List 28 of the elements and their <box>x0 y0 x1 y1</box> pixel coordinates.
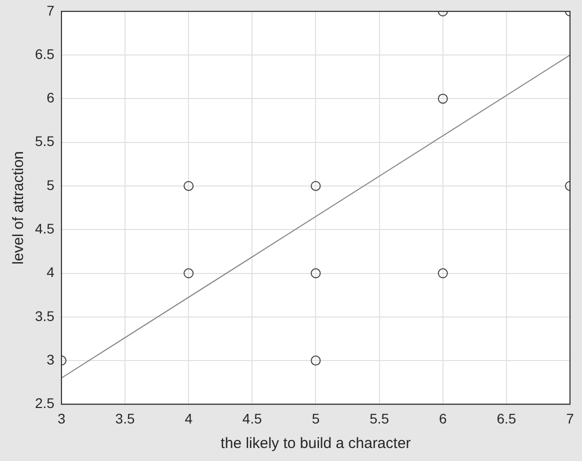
x-tick-label: 5.5 <box>370 410 390 426</box>
point <box>310 356 321 366</box>
x-tick-label: 3.5 <box>115 410 135 426</box>
y-tick-label: 7 <box>46 2 55 18</box>
x-tick-label: 3 <box>58 410 66 426</box>
point <box>310 268 321 278</box>
point <box>310 180 321 191</box>
x-tick-label: 6 <box>438 410 447 426</box>
x-tick-label: 6.5 <box>496 410 516 426</box>
y-tick-label: 4 <box>46 264 55 280</box>
point <box>438 94 448 104</box>
y-tick-label: 4.5 <box>34 220 55 236</box>
x-tick-label: 5 <box>312 410 320 426</box>
point <box>438 268 448 278</box>
y-tick-label: 3 <box>46 351 55 368</box>
y-tick-label: 5 <box>46 176 55 193</box>
x-tick-label: 7 <box>566 410 574 426</box>
y-tick-label: 5.5 <box>34 133 55 150</box>
y-tick-label: 2.5 <box>34 395 55 412</box>
y-tick-label: 3.5 <box>34 308 55 324</box>
x-tick-label: 4 <box>184 410 193 426</box>
point <box>184 268 194 278</box>
point <box>184 180 194 191</box>
y-tick-label: 6.5 <box>34 46 55 62</box>
y-axis-title: level of attraction <box>10 151 28 265</box>
x-axis-title: the likely to build a character <box>220 435 411 452</box>
x-tick-label: 4.5 <box>242 410 262 426</box>
y-tick-label: 6 <box>46 90 55 106</box>
